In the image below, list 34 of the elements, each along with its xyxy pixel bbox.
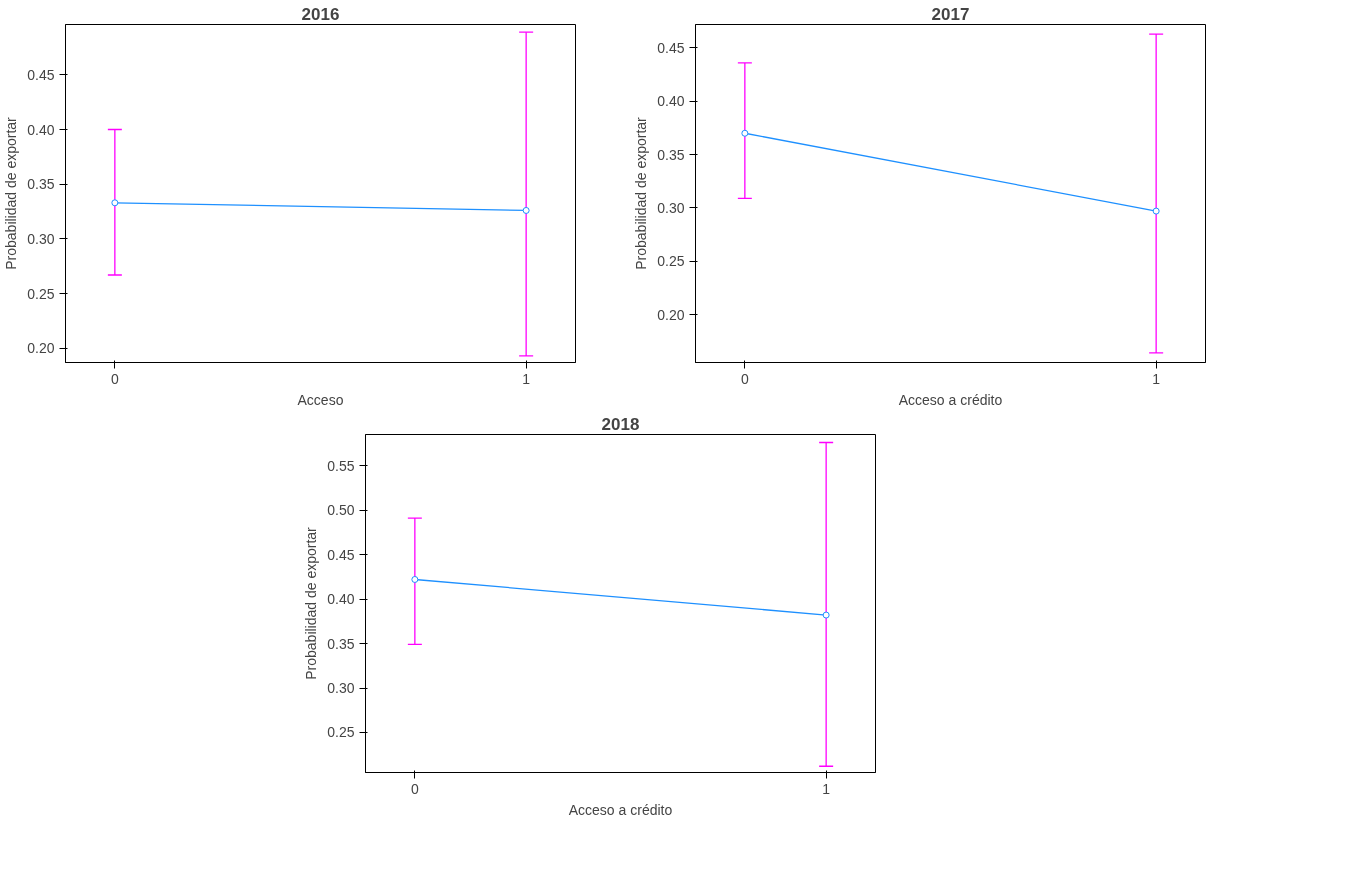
x-tick-label: 0 bbox=[410, 780, 419, 797]
x-axis-title: Acceso bbox=[297, 391, 344, 408]
y-tick-label: 0.20 bbox=[657, 306, 685, 323]
y-tick-label: 0.30 bbox=[27, 230, 55, 247]
y-tick-label: 0.40 bbox=[327, 591, 355, 608]
y-tick-label: 0.20 bbox=[27, 340, 55, 357]
chart-title: 2016 bbox=[301, 4, 340, 24]
y-tick-label: 0.45 bbox=[27, 66, 55, 83]
y-tick-label: 0.40 bbox=[27, 121, 55, 138]
y-tick-label: 0.40 bbox=[657, 93, 685, 110]
x-tick-label: 1 bbox=[822, 780, 831, 797]
x-axis-title: Acceso a crédito bbox=[898, 391, 1003, 408]
y-tick-label: 0.30 bbox=[327, 680, 355, 696]
y-tick-label: 0.45 bbox=[327, 546, 355, 563]
y-tick-label: 0.25 bbox=[327, 724, 355, 741]
y-tick-label: 0.35 bbox=[27, 176, 55, 193]
y-tick-label: 0.25 bbox=[657, 253, 685, 270]
y-tick-label: 0.25 bbox=[27, 285, 55, 302]
y-axis-title: Probabilidad de exportar bbox=[3, 116, 20, 270]
y-tick-label: 0.35 bbox=[657, 146, 685, 163]
x-tick-label: 1 bbox=[522, 370, 531, 387]
y-axis-title: Probabilidad de exportar bbox=[303, 526, 320, 680]
x-tick-label: 1 bbox=[1152, 370, 1161, 387]
y-axis-title: Probabilidad de exportar bbox=[633, 116, 650, 270]
chart-title: 2018 bbox=[601, 414, 640, 434]
y-tick-label: 0.50 bbox=[327, 502, 355, 519]
y-tick-label: 0.45 bbox=[657, 39, 685, 56]
chart-title: 2017 bbox=[931, 4, 970, 24]
y-tick-label: 0.55 bbox=[327, 457, 355, 474]
x-axis-title: Acceso a crédito bbox=[568, 801, 673, 818]
y-tick-label: 0.30 bbox=[657, 199, 685, 216]
x-tick-label: 0 bbox=[110, 370, 119, 387]
y-tick-label: 0.35 bbox=[327, 635, 355, 652]
x-tick-label: 0 bbox=[740, 370, 749, 387]
